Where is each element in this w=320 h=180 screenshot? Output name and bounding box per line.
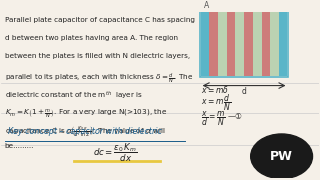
Text: $dc = \dfrac{\varepsilon_0\,K_m}{dx}$: $dc = \dfrac{\varepsilon_0\,K_m}{dx}$ [93,142,138,164]
Text: Key concept – capacitor with dielectric: Key concept – capacitor with dielectric [8,127,162,136]
Text: d between two plates having area A. The region: d between two plates having area A. The … [4,35,178,41]
Text: parallel to its plates, each with thickness $\delta = \frac{d}{N}$. The: parallel to its plates, each with thickn… [4,71,193,86]
Circle shape [251,134,313,179]
Text: be.........: be......... [4,143,34,149]
Bar [200,8,288,77]
Text: $\dfrac{x}{d} = \dfrac{m}{N}$ —①: $\dfrac{x}{d} = \dfrac{m}{N}$ —① [201,110,243,128]
Text: A: A [204,1,210,10]
Text: d: d [242,87,246,96]
Text: dielectric constant of the m$^{th}$  layer is: dielectric constant of the m$^{th}$ laye… [4,89,143,101]
Bar [235,12,244,76]
Bar [227,12,235,76]
Text: Parallel plate capacitor of capacitance C has spacing: Parallel plate capacitor of capacitance … [4,17,195,23]
Text: $x = m\delta$: $x = m\delta$ [201,84,229,95]
Bar [279,12,287,76]
Bar [218,12,227,76]
Bar [270,12,279,76]
Text: $x = m\,\dfrac{d}{N}$: $x = m\,\dfrac{d}{N}$ [201,93,232,113]
Bar [253,12,261,76]
Bar [244,12,253,76]
Text: between the plates is filled with N dielectric layers,: between the plates is filled with N diel… [4,53,190,59]
Bar [201,12,209,76]
Text: $K_m = K\left(1 + \frac{m}{N}\right)$. For a very large N(>103), the: $K_m = K\left(1 + \frac{m}{N}\right)$. F… [4,107,167,120]
Text: capacitance C is $\alpha\!\left(\frac{K_0\varepsilon}{d\cdot\ln 2}\right)$. The : capacitance C is $\alpha\!\left(\frac{K_… [4,125,165,140]
Bar [209,12,218,76]
Text: PW: PW [270,150,293,163]
Bar [261,12,270,76]
